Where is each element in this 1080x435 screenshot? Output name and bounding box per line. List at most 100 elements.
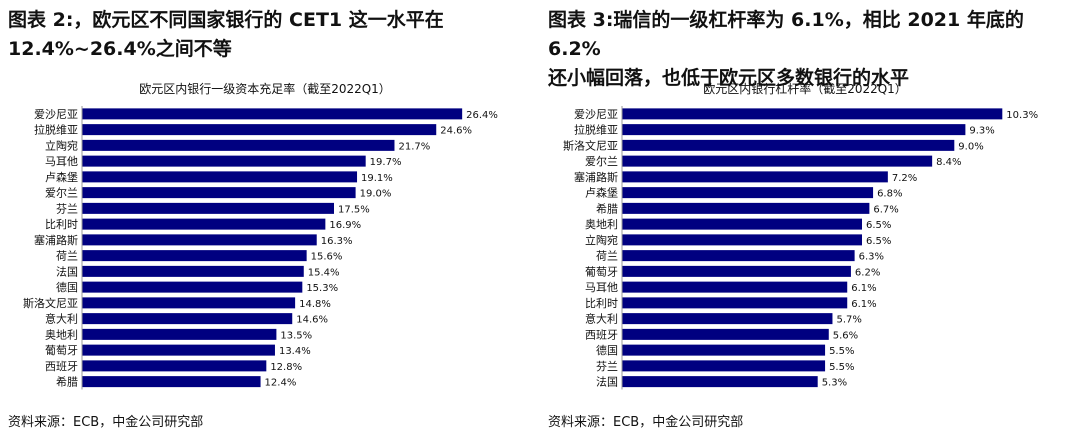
- right-value-label: 5.6%: [833, 330, 858, 341]
- left-bar: [82, 328, 277, 340]
- right-value-label: 6.1%: [851, 299, 876, 310]
- right-panel: 图表 3:瑞信的一级杠杆率为 6.1%，相比 2021 年底的 6.2% 还小幅…: [540, 0, 1070, 435]
- left-bar: [82, 124, 437, 136]
- right-bar: [622, 234, 862, 246]
- left-category-label: 拉脱维亚: [34, 123, 78, 137]
- left-value-label: 16.3%: [321, 236, 353, 247]
- right-chart-title: 欧元区内银行杠杆率（截至2022Q1）: [703, 82, 907, 96]
- left-category-label: 斯洛文尼亚: [23, 296, 78, 310]
- left-category-label: 卢森堡: [45, 170, 78, 184]
- right-bar: [622, 155, 933, 167]
- left-category-label: 葡萄牙: [45, 344, 78, 357]
- left-category-label: 爱沙尼亚: [34, 108, 78, 121]
- left-title-line1: 图表 2:，欧元区不同国家银行的 CET1 这一水平在: [8, 9, 444, 31]
- left-value-label: 21.7%: [398, 141, 430, 152]
- left-bar: [82, 297, 296, 309]
- left-value-label: 17.5%: [338, 204, 370, 215]
- right-bar: [622, 108, 1003, 120]
- right-value-label: 5.5%: [829, 346, 854, 357]
- left-value-label: 14.6%: [296, 315, 328, 326]
- left-value-label: 19.0%: [360, 189, 392, 200]
- right-bar: [622, 187, 874, 199]
- right-value-label: 10.3%: [1006, 110, 1038, 121]
- right-bar: [622, 265, 851, 277]
- right-category-label: 马耳他: [585, 281, 618, 294]
- left-category-label: 塞浦路斯: [34, 233, 78, 247]
- left-bar: [82, 313, 293, 325]
- right-bar-chart: 爱沙尼亚 10.3% 拉脱维亚 9.3% 斯洛文尼亚 9.0% 爱尔兰 8.4% 塞浦路斯 7.2…: [563, 106, 1038, 390]
- right-value-label: 5.5%: [829, 362, 854, 373]
- left-bar: [82, 281, 303, 293]
- left-panel: 图表 2:，欧元区不同国家银行的 CET1 这一水平在 12.4%~26.4%之…: [0, 0, 530, 435]
- right-bar: [622, 250, 855, 262]
- right-value-label: 9.0%: [958, 141, 983, 152]
- right-category-label: 比利时: [585, 297, 618, 310]
- right-category-label: 卢森堡: [585, 186, 618, 200]
- right-value-label: 6.1%: [851, 283, 876, 294]
- left-value-label: 14.8%: [299, 299, 331, 310]
- right-value-label: 9.3%: [969, 126, 994, 137]
- left-category-label: 荷兰: [56, 250, 78, 263]
- right-value-label: 8.4%: [936, 157, 961, 168]
- right-bar: [622, 297, 848, 309]
- left-category-label: 意大利: [45, 312, 78, 326]
- left-value-label: 13.5%: [280, 330, 312, 341]
- right-title-line2: 还小幅回落，也低于欧元区多数银行的水平: [548, 67, 910, 89]
- left-chart-title: 欧元区内银行一级资本充足率（截至2022Q1）: [139, 82, 391, 96]
- right-bar: [622, 281, 848, 293]
- left-title-line2: 12.4%~26.4%之间不等: [8, 38, 232, 60]
- left-bar: [82, 139, 395, 151]
- left-value-label: 19.7%: [370, 157, 402, 168]
- left-category-label: 法国: [56, 264, 78, 278]
- right-source-note: 资料来源：ECB，中金公司研究部: [548, 415, 744, 430]
- right-value-label: 6.3%: [859, 252, 884, 263]
- right-value-label: 6.5%: [866, 220, 891, 231]
- right-value-label: 7.2%: [892, 173, 917, 184]
- right-category-label: 塞浦路斯: [574, 170, 618, 184]
- left-source-note: 资料来源：ECB，中金公司研究部: [8, 415, 204, 430]
- left-panel-title: 图表 2:，欧元区不同国家银行的 CET1 这一水平在 12.4%~26.4%之…: [8, 6, 528, 64]
- right-value-label: 5.3%: [822, 378, 847, 389]
- right-bar: [622, 139, 955, 151]
- left-bar: [82, 344, 275, 356]
- left-category-label: 奥地利: [45, 327, 78, 341]
- right-bar: [622, 360, 826, 372]
- left-value-label: 15.3%: [306, 283, 338, 294]
- right-value-label: 5.7%: [836, 315, 861, 326]
- right-category-label: 拉脱维亚: [574, 123, 618, 137]
- left-bar: [82, 218, 326, 230]
- right-category-label: 立陶宛: [585, 233, 618, 247]
- left-bar: [82, 376, 261, 388]
- right-bar: [622, 313, 833, 325]
- right-bar: [622, 124, 966, 136]
- right-bar: [622, 171, 888, 183]
- left-bar: [82, 155, 366, 167]
- left-value-label: 15.4%: [308, 267, 340, 278]
- left-value-label: 16.9%: [329, 220, 361, 231]
- right-value-label: 6.5%: [866, 236, 891, 247]
- right-bar: [622, 218, 862, 230]
- left-value-label: 24.6%: [440, 126, 472, 137]
- right-value-label: 6.2%: [855, 267, 880, 278]
- left-category-label: 希腊: [56, 375, 78, 389]
- left-value-label: 12.4%: [265, 378, 297, 389]
- left-value-label: 13.4%: [279, 346, 311, 357]
- right-bar: [622, 344, 826, 356]
- left-value-label: 19.1%: [361, 173, 393, 184]
- right-value-label: 6.8%: [877, 189, 902, 200]
- left-bar: [82, 202, 334, 214]
- left-bar: [82, 108, 463, 120]
- right-panel-title: 图表 3:瑞信的一级杠杆率为 6.1%，相比 2021 年底的 6.2% 还小幅…: [548, 6, 1068, 93]
- left-bar: [82, 187, 356, 199]
- left-category-label: 芬兰: [56, 202, 78, 215]
- left-bar: [82, 234, 317, 246]
- right-category-label: 芬兰: [596, 360, 618, 373]
- left-value-label: 15.6%: [311, 252, 343, 263]
- left-category-label: 马耳他: [45, 155, 78, 168]
- left-value-label: 12.8%: [270, 362, 302, 373]
- right-category-label: 爱沙尼亚: [574, 108, 618, 121]
- right-bar: [622, 328, 829, 340]
- left-bar: [82, 171, 358, 183]
- right-category-label: 葡萄牙: [585, 265, 618, 278]
- left-category-label: 西班牙: [45, 360, 78, 373]
